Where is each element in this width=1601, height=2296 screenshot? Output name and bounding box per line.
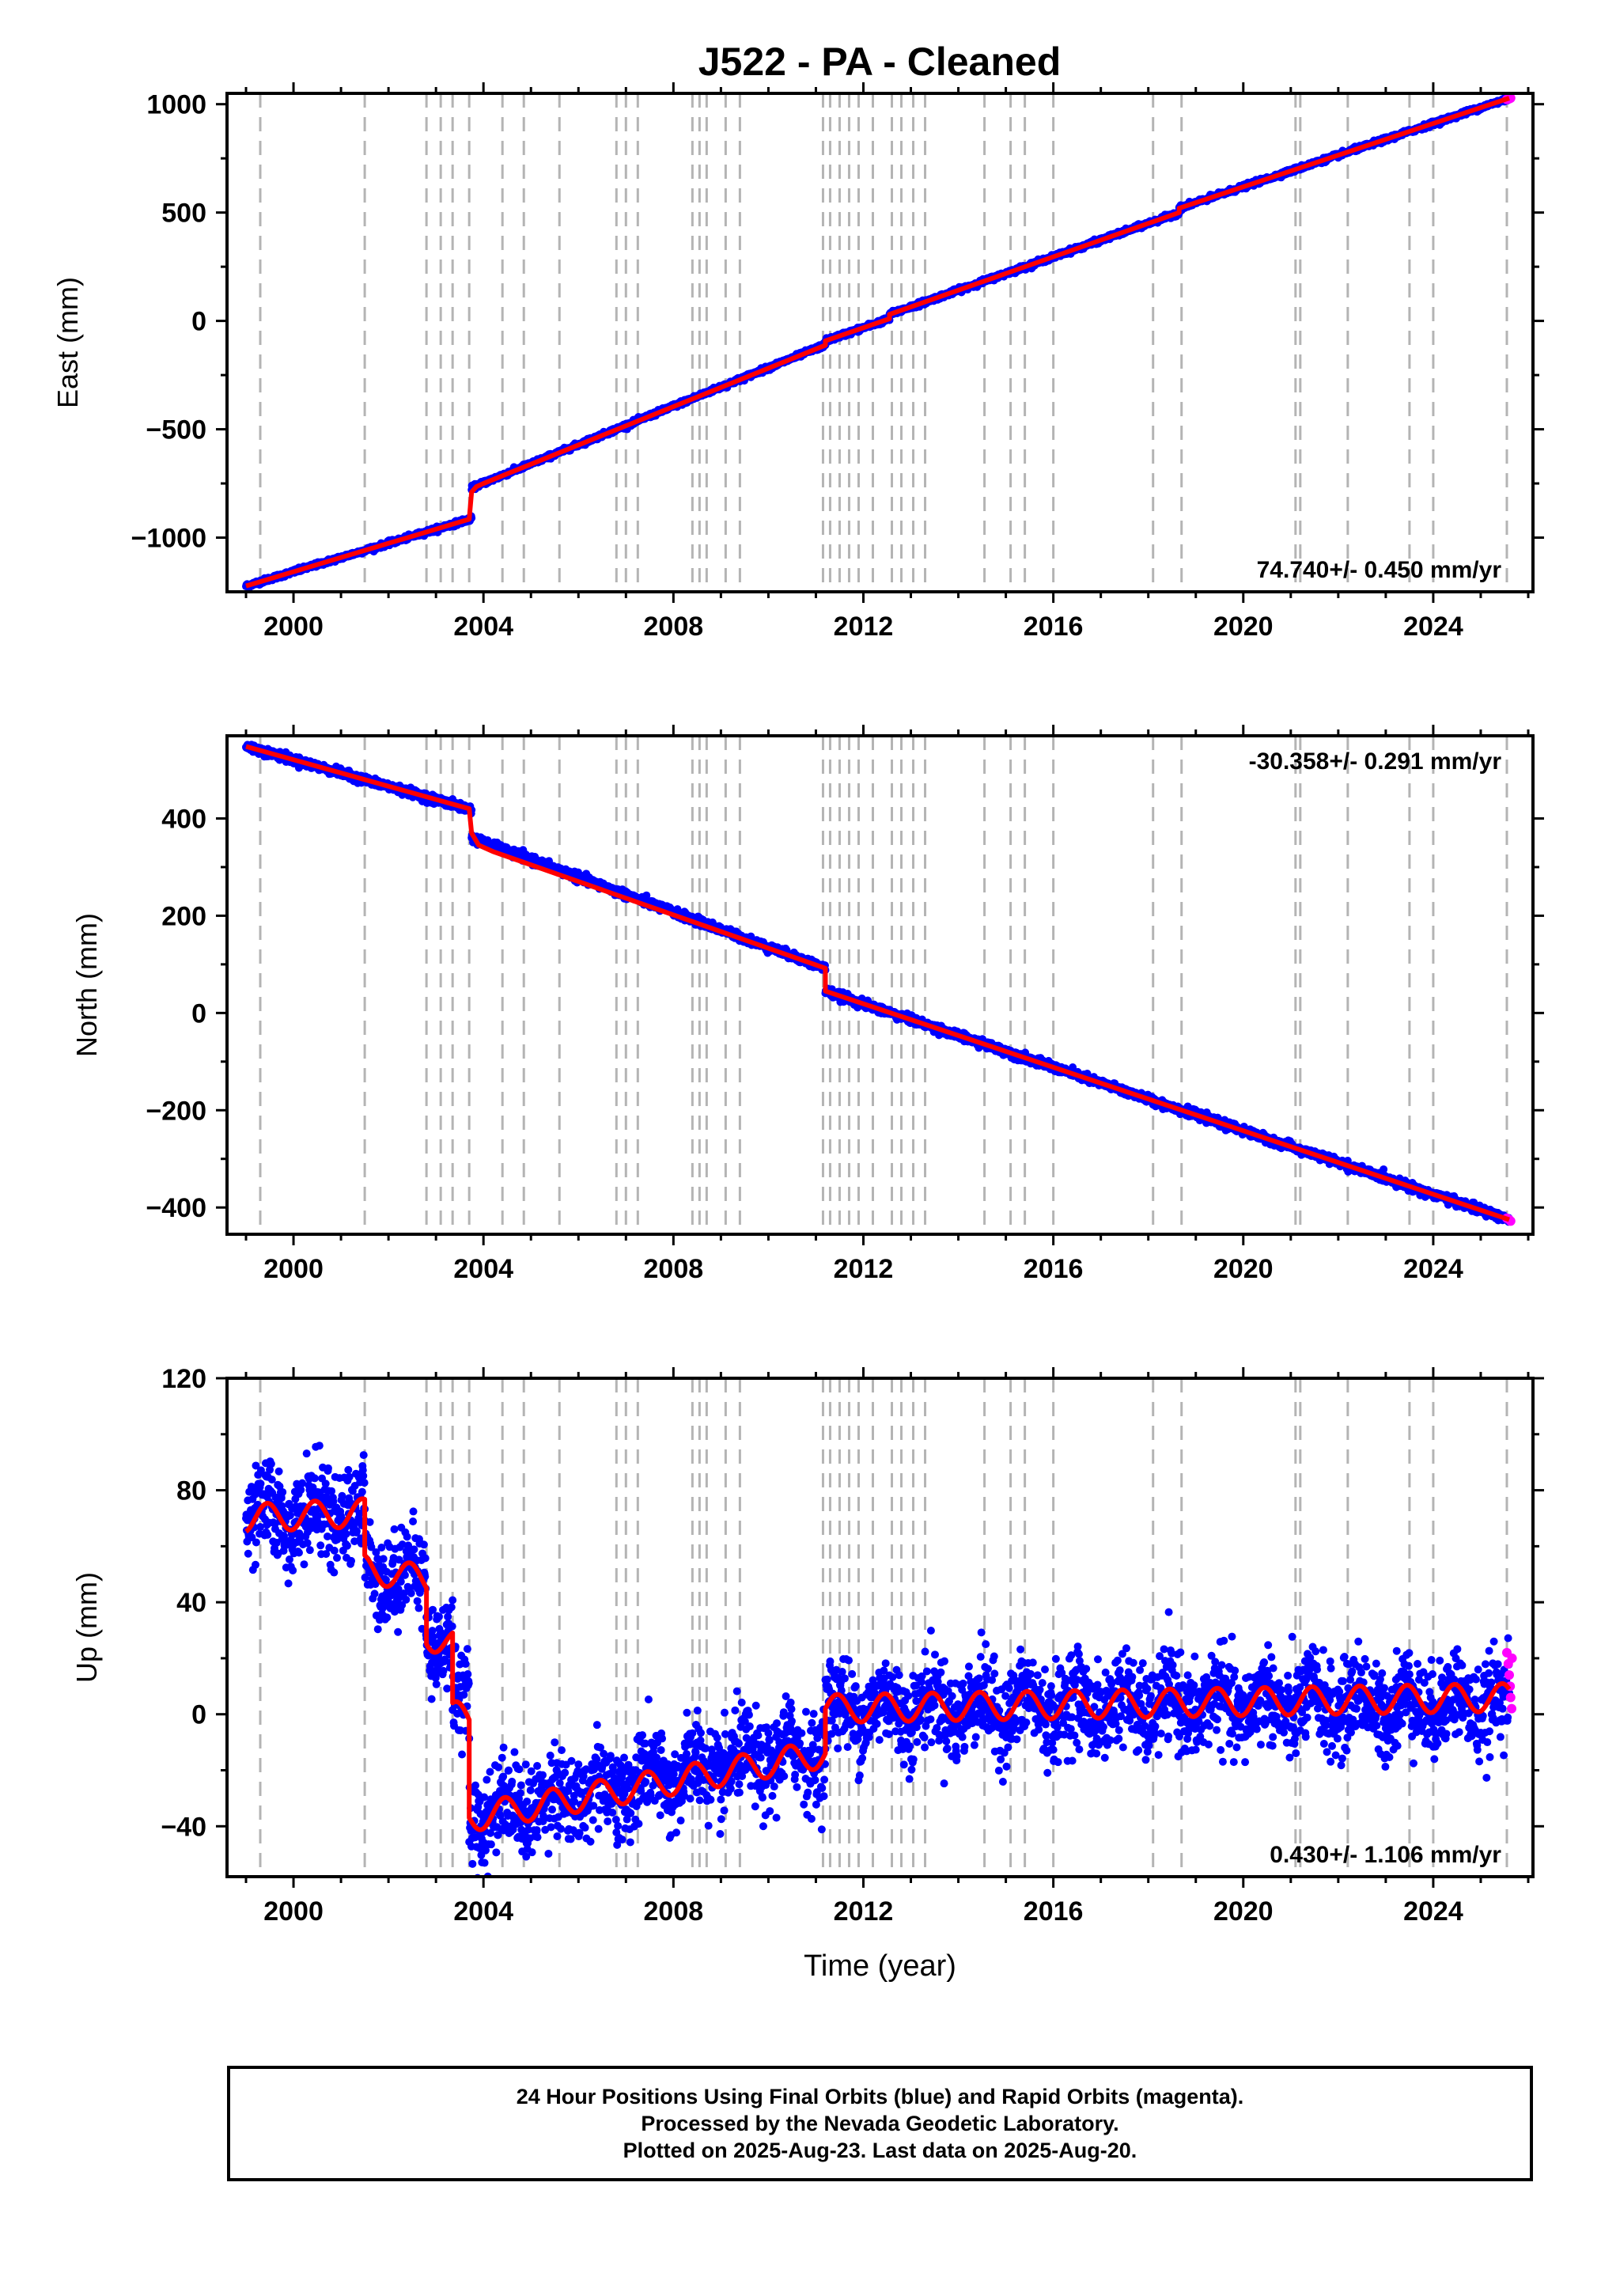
- y-axis: 1000 500 0 −500 −1000: [131, 90, 1544, 554]
- panel-east: 2000 2004 2008 2012 2016 2020 2024 1000 500 0 −500…: [51, 82, 1544, 642]
- x-tick-label: 2004: [453, 612, 513, 642]
- y-tick-label: 0: [191, 307, 206, 337]
- x-tick-label: 2008: [644, 612, 704, 642]
- y-tick-label: −1000: [131, 524, 207, 554]
- x-tick-label: 2012: [834, 612, 894, 642]
- series-final-orbits: [242, 93, 1513, 592]
- y-tick-label: −500: [146, 415, 206, 445]
- plot-area: [242, 741, 1516, 1226]
- plot-frame: [225, 92, 1535, 593]
- panel-north: 2000 2004 2008 2012 2016 2020 20244002000−200−…: [70, 725, 1544, 1284]
- rate-label: 74.740+/- 0.450 mm/yr: [1257, 557, 1502, 583]
- x-tick-label: 2016: [1024, 612, 1084, 642]
- event-lines: [259, 93, 1508, 592]
- model-line: [245, 96, 1510, 589]
- x-tick-label: 2020: [1213, 612, 1274, 642]
- y-tick-label: 500: [161, 199, 206, 229]
- series-model: [245, 96, 1510, 589]
- event-lines: [259, 736, 1508, 1234]
- series-final-orbits: [242, 741, 1513, 1226]
- plot-area: [242, 93, 1516, 592]
- y-axis-label: East (mm): [51, 277, 84, 408]
- x-axis: 2000 2004 2008 2012 2016 2020 2024: [244, 82, 1530, 642]
- y-tick-label: 1000: [146, 90, 206, 120]
- chart-title: J522 - PA - Cleaned: [698, 40, 1062, 84]
- x-tick-label: 2024: [1403, 612, 1463, 642]
- x-tick-label: 2000: [263, 612, 324, 642]
